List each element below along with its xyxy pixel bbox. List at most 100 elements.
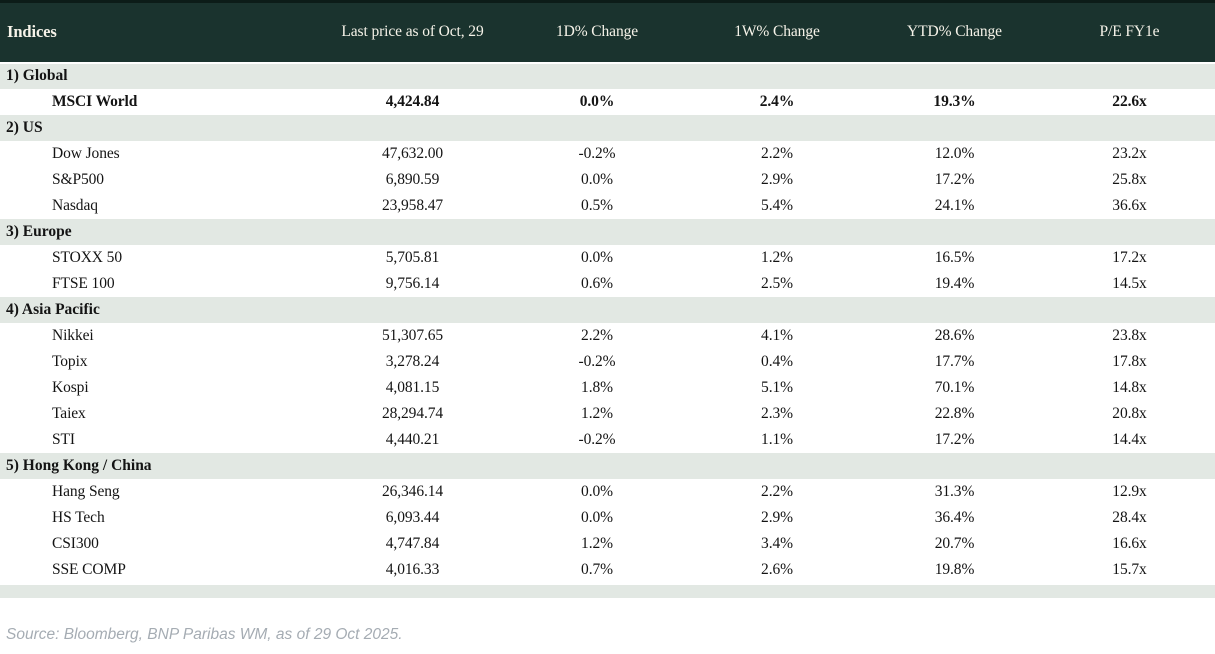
change-1w-cell: 2.2% (761, 144, 793, 162)
change-1w-cell: 1.1% (761, 430, 793, 448)
change-1d-cell: 0.0% (579, 92, 615, 110)
index-name-cell: STOXX 50 (52, 248, 122, 266)
last-price-cell: 4,424.84 (385, 92, 440, 110)
index-name-cell: SSE COMP (52, 560, 126, 578)
change-1w-cell: 2.9% (761, 508, 793, 526)
pe-fy1e-cell: 16.6x (1112, 534, 1147, 552)
index-name-cell: MSCI World (52, 92, 138, 110)
index-name-cell: Hang Seng (52, 482, 120, 500)
pe-fy1e-cell: 14.5x (1112, 274, 1147, 292)
change-ytd-cell: 19.8% (934, 560, 975, 578)
pe-fy1e-cell: 17.8x (1112, 352, 1147, 370)
index-row: CSI300 4,747.84 1.2% 3.4% 20.7% 16.6x (0, 530, 1215, 557)
index-row: HS Tech 6,093.44 0.0% 2.9% 36.4% 28.4x (0, 504, 1215, 531)
change-ytd-cell: 17.7% (934, 352, 975, 370)
change-1d-cell: -0.2% (578, 144, 616, 162)
change-ytd-cell: 24.1% (934, 196, 975, 214)
index-row: Nasdaq 23,958.47 0.5% 5.4% 24.1% 36.6x (0, 192, 1215, 219)
last-price-cell: 4,016.33 (385, 560, 440, 578)
section-label: 4) Asia Pacific (6, 300, 100, 318)
section-label: 5) Hong Kong / China (6, 456, 152, 474)
change-1d-cell: 1.2% (581, 404, 613, 422)
index-row: Hang Seng 26,346.14 0.0% 2.2% 31.3% 12.9x (0, 478, 1215, 505)
change-1w-cell: 4.1% (761, 326, 793, 344)
index-name-cell: Nasdaq (52, 196, 98, 214)
last-price-cell: 6,093.44 (385, 508, 440, 526)
index-row: Nikkei 51,307.65 2.2% 4.1% 28.6% 23.8x (0, 322, 1215, 349)
column-header-ytd-change: YTD% Change (865, 1, 1044, 64)
section-row: 4) Asia Pacific (0, 296, 1215, 323)
last-price-cell: 51,307.65 (381, 326, 444, 344)
section-row: 1) Global (0, 62, 1215, 89)
change-1w-cell: 2.5% (761, 274, 793, 292)
section-row: 2) US (0, 114, 1215, 141)
change-1w-cell: 2.3% (761, 404, 793, 422)
index-name-cell: FTSE 100 (52, 274, 115, 292)
table-bottom-strip (0, 584, 1215, 598)
pe-fy1e-cell: 28.4x (1112, 508, 1147, 526)
change-1w-cell: 2.6% (761, 560, 793, 578)
column-header-pe-fy1e: P/E FY1e (1044, 1, 1215, 64)
change-1d-cell: 0.0% (581, 248, 613, 266)
index-name-cell: CSI300 (52, 534, 99, 552)
change-1d-cell: 1.8% (581, 378, 613, 396)
index-name-cell: STI (52, 430, 75, 448)
change-1w-cell: 2.2% (761, 482, 793, 500)
section-label: 3) Europe (6, 222, 72, 240)
pe-fy1e-cell: 23.2x (1112, 144, 1147, 162)
index-row: Topix 3,278.24 -0.2% 0.4% 17.7% 17.8x (0, 348, 1215, 375)
last-price-cell: 3,278.24 (385, 352, 440, 370)
pe-fy1e-cell: 14.4x (1112, 430, 1147, 448)
pe-fy1e-cell: 25.8x (1112, 170, 1147, 188)
change-ytd-cell: 17.2% (934, 170, 975, 188)
change-1d-cell: 1.2% (581, 534, 613, 552)
change-ytd-cell: 16.5% (934, 248, 975, 266)
section-label: 1) Global (6, 67, 68, 84)
pe-fy1e-cell: 22.6x (1112, 92, 1147, 110)
index-row: MSCI World 4,424.84 0.0% 2.4% 19.3% 22.6x (0, 88, 1215, 115)
last-price-cell: 4,440.21 (385, 430, 440, 448)
index-name-cell: HS Tech (52, 508, 105, 526)
section-label: 2) US (6, 118, 43, 136)
change-1d-cell: 0.0% (581, 170, 613, 188)
section-row: 3) Europe (0, 218, 1215, 245)
last-price-cell: 47,632.00 (381, 144, 444, 162)
index-row: Dow Jones 47,632.00 -0.2% 2.2% 12.0% 23.2x (0, 140, 1215, 167)
change-1w-cell: 5.1% (761, 378, 793, 396)
change-1w-cell: 3.4% (761, 534, 793, 552)
column-header-last-price: Last price as of Oct, 29 (320, 1, 505, 64)
last-price-cell: 23,958.47 (381, 196, 444, 214)
change-1d-cell: 0.0% (581, 482, 613, 500)
change-1d-cell: 0.5% (581, 196, 613, 214)
table-header-row: Indices Last price as of Oct, 29 1D% Cha… (0, 1, 1215, 64)
change-1d-cell: 0.6% (581, 274, 613, 292)
change-1w-cell: 1.2% (761, 248, 793, 266)
pe-fy1e-cell: 12.9x (1112, 482, 1147, 500)
last-price-cell: 4,747.84 (385, 534, 440, 552)
last-price-cell: 5,705.81 (385, 248, 440, 266)
index-row: FTSE 100 9,756.14 0.6% 2.5% 19.4% 14.5x (0, 270, 1215, 297)
index-row: STI 4,440.21 -0.2% 1.1% 17.2% 14.4x (0, 426, 1215, 453)
pe-fy1e-cell: 20.8x (1112, 404, 1147, 422)
change-ytd-cell: 20.7% (934, 534, 975, 552)
index-row: STOXX 50 5,705.81 0.0% 1.2% 16.5% 17.2x (0, 244, 1215, 271)
index-name-cell: Nikkei (52, 326, 94, 344)
change-ytd-cell: 12.0% (934, 144, 975, 162)
change-ytd-cell: 19.3% (933, 92, 976, 110)
change-1d-cell: 0.0% (581, 508, 613, 526)
change-ytd-cell: 70.1% (934, 378, 975, 396)
pe-fy1e-cell: 23.8x (1112, 326, 1147, 344)
change-1w-cell: 5.4% (761, 196, 793, 214)
change-1d-cell: -0.2% (578, 430, 616, 448)
change-ytd-cell: 36.4% (934, 508, 975, 526)
change-1d-cell: -0.2% (578, 352, 616, 370)
index-row: Taiex 28,294.74 1.2% 2.3% 22.8% 20.8x (0, 400, 1215, 427)
change-ytd-cell: 17.2% (934, 430, 975, 448)
change-ytd-cell: 19.4% (934, 274, 975, 292)
index-name-cell: Topix (52, 352, 88, 370)
index-row: Kospi 4,081.15 1.8% 5.1% 70.1% 14.8x (0, 374, 1215, 401)
change-ytd-cell: 31.3% (934, 482, 975, 500)
index-row: SSE COMP 4,016.33 0.7% 2.6% 19.8% 15.7x (0, 556, 1215, 583)
change-1d-cell: 0.7% (581, 560, 613, 578)
